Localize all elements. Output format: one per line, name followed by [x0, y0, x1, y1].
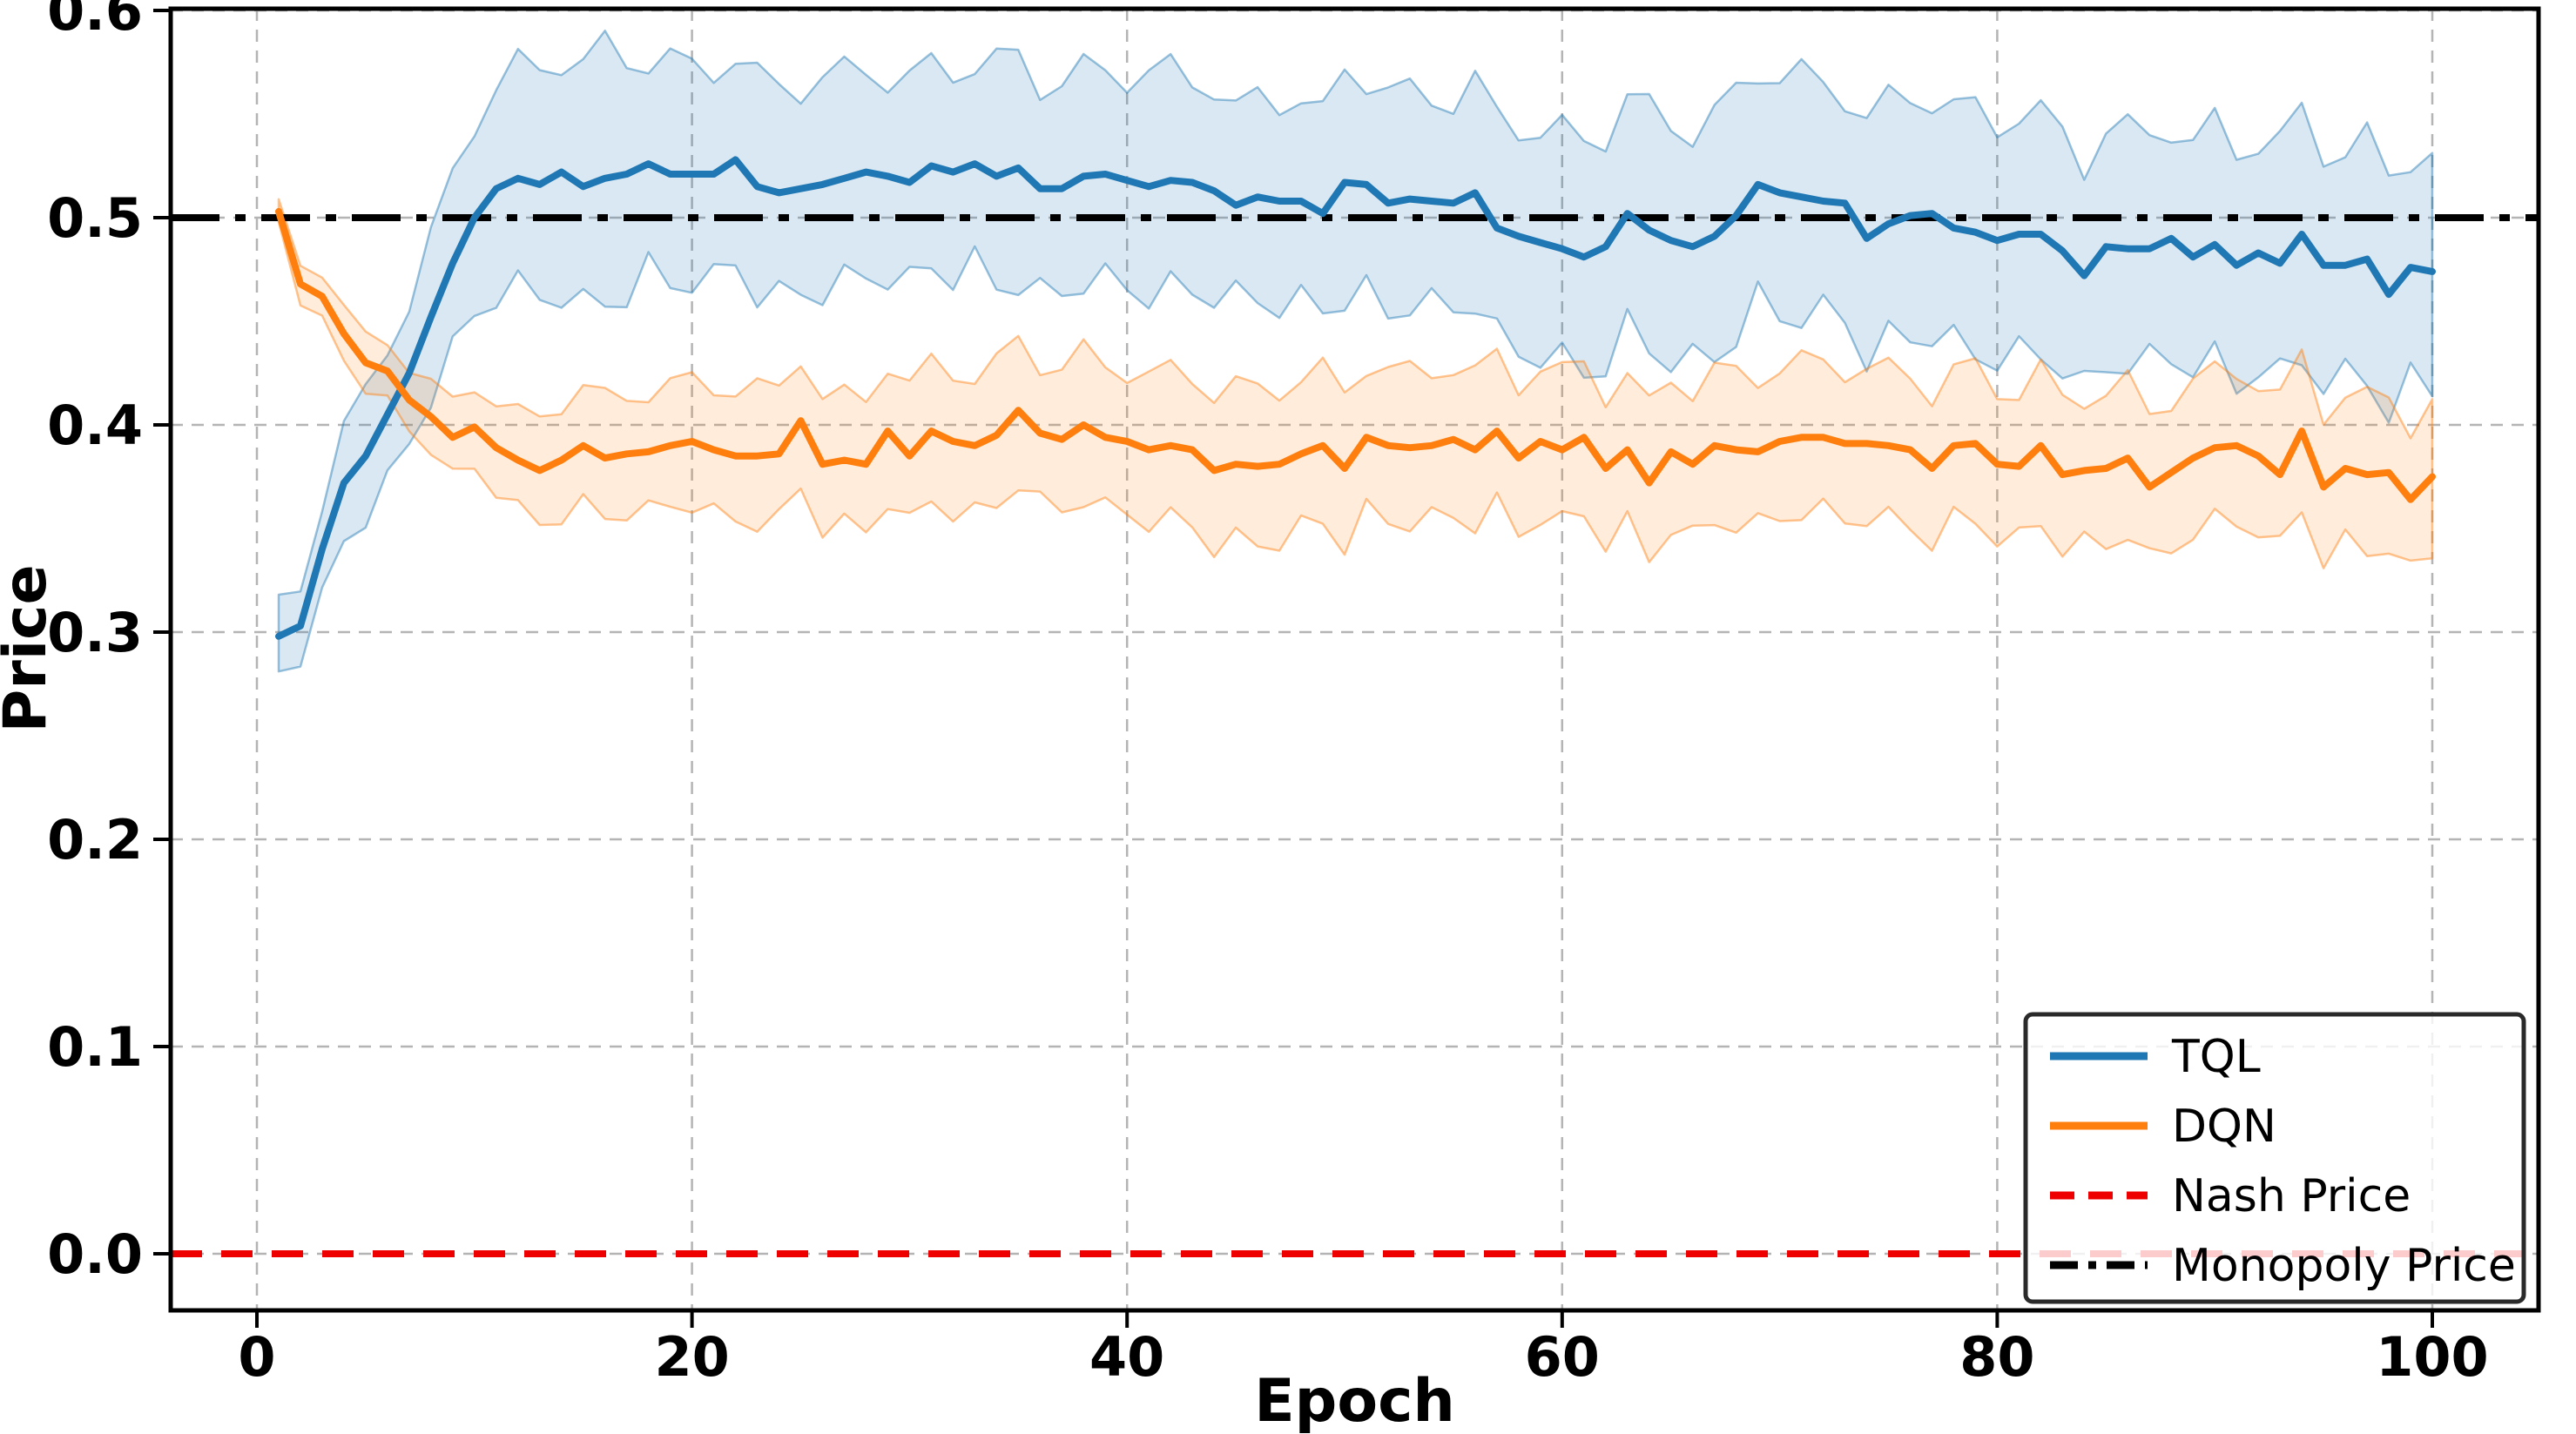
y-tick-label: 0.1 — [47, 1015, 143, 1079]
tick-marks — [153, 9, 2434, 1328]
legend-label: DQN — [2172, 1101, 2276, 1153]
legend-label: Monopoly Price — [2172, 1240, 2516, 1292]
tql-confidence-band — [277, 29, 2434, 673]
dqn-line — [275, 207, 2436, 503]
y-tick-label: 0.5 — [47, 186, 143, 250]
y-tick-labels: 0.0 0.1 0.2 0.3 0.4 0.5 0.6 — [47, 0, 143, 1286]
x-tick-label: 100 — [2376, 1325, 2488, 1389]
x-tick-label: 60 — [1525, 1325, 1600, 1389]
x-tick-label: 0 — [238, 1325, 275, 1389]
x-tick-label: 40 — [1089, 1325, 1164, 1389]
legend-box — [2023, 1012, 2526, 1304]
axes-spines — [168, 6, 2541, 1313]
y-axis-label: Price — [0, 564, 60, 732]
legend-label: Nash Price — [2172, 1170, 2411, 1222]
confidence-bands — [277, 29, 2434, 673]
x-tick-labels: 0 20 40 60 80 100 — [238, 1325, 2488, 1389]
dqn-confidence-band — [277, 198, 2434, 569]
y-tick-label: 0.0 — [47, 1222, 143, 1286]
x-tick-label: 80 — [1959, 1325, 2034, 1389]
legend: TQL DQN Nash Price Monopoly Price — [2023, 1012, 2526, 1304]
x-axis-label: Epoch — [1254, 1367, 1455, 1434]
series-lines — [275, 156, 2436, 640]
y-tick-label: 0.6 — [47, 0, 143, 43]
y-tick-label: 0.4 — [47, 394, 143, 457]
y-tick-label: 0.3 — [47, 601, 143, 664]
y-tick-label: 0.2 — [47, 808, 143, 872]
legend-label: TQL — [2171, 1031, 2261, 1083]
tql-line — [275, 156, 2436, 640]
x-tick-label: 20 — [654, 1325, 729, 1389]
